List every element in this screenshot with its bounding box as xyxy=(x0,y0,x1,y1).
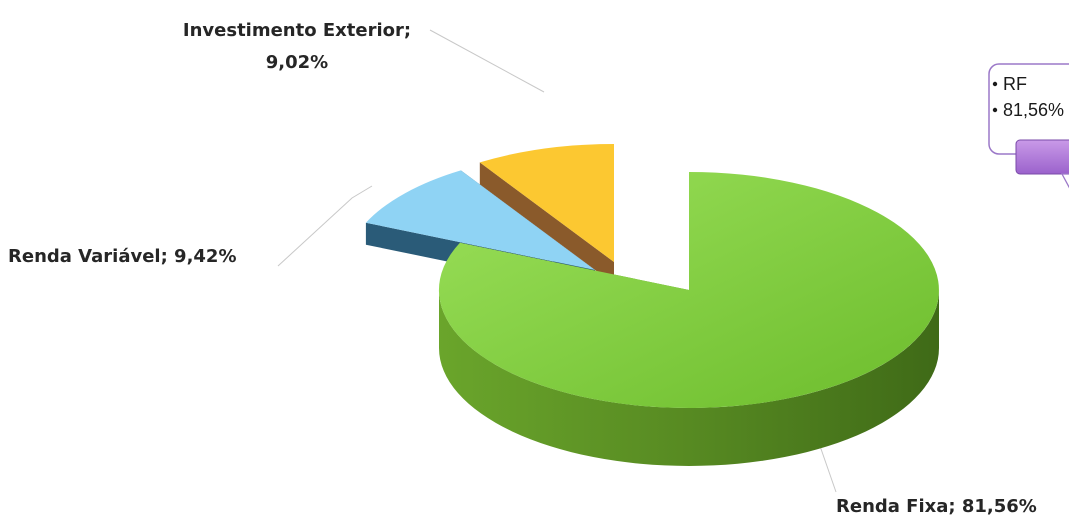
pie-tops xyxy=(365,143,939,408)
pie-slice-renda-fixa xyxy=(438,172,939,408)
callout-line-2: 81,56% xyxy=(1003,100,1064,120)
leader-investimento-exterior xyxy=(429,29,545,93)
pie-cut-investimento-exterior xyxy=(479,162,614,284)
callout-box: RF 81,56% xyxy=(988,63,1069,189)
pie-side-renda-fixa xyxy=(439,290,939,466)
leader-lines xyxy=(277,29,837,493)
pie-slice-investimento-exterior xyxy=(479,143,614,262)
data-label-renda-variavel: Renda Variável; 9,42% xyxy=(8,246,237,267)
leader-renda-variavel xyxy=(277,185,373,267)
data-label-investimento-exterior-line1: Investimento Exterior; xyxy=(183,20,411,41)
pie-slice-renda-variavel xyxy=(365,170,595,270)
data-label-renda-fixa: Renda Fixa; 81,56% xyxy=(836,496,1037,517)
callout-tab xyxy=(1015,139,1069,175)
data-label-investimento-exterior-line2: 9,02% xyxy=(266,52,328,73)
callout-pointer xyxy=(1060,173,1069,189)
leader-renda-fixa xyxy=(819,445,837,493)
callout-line-1: RF xyxy=(1003,74,1027,94)
